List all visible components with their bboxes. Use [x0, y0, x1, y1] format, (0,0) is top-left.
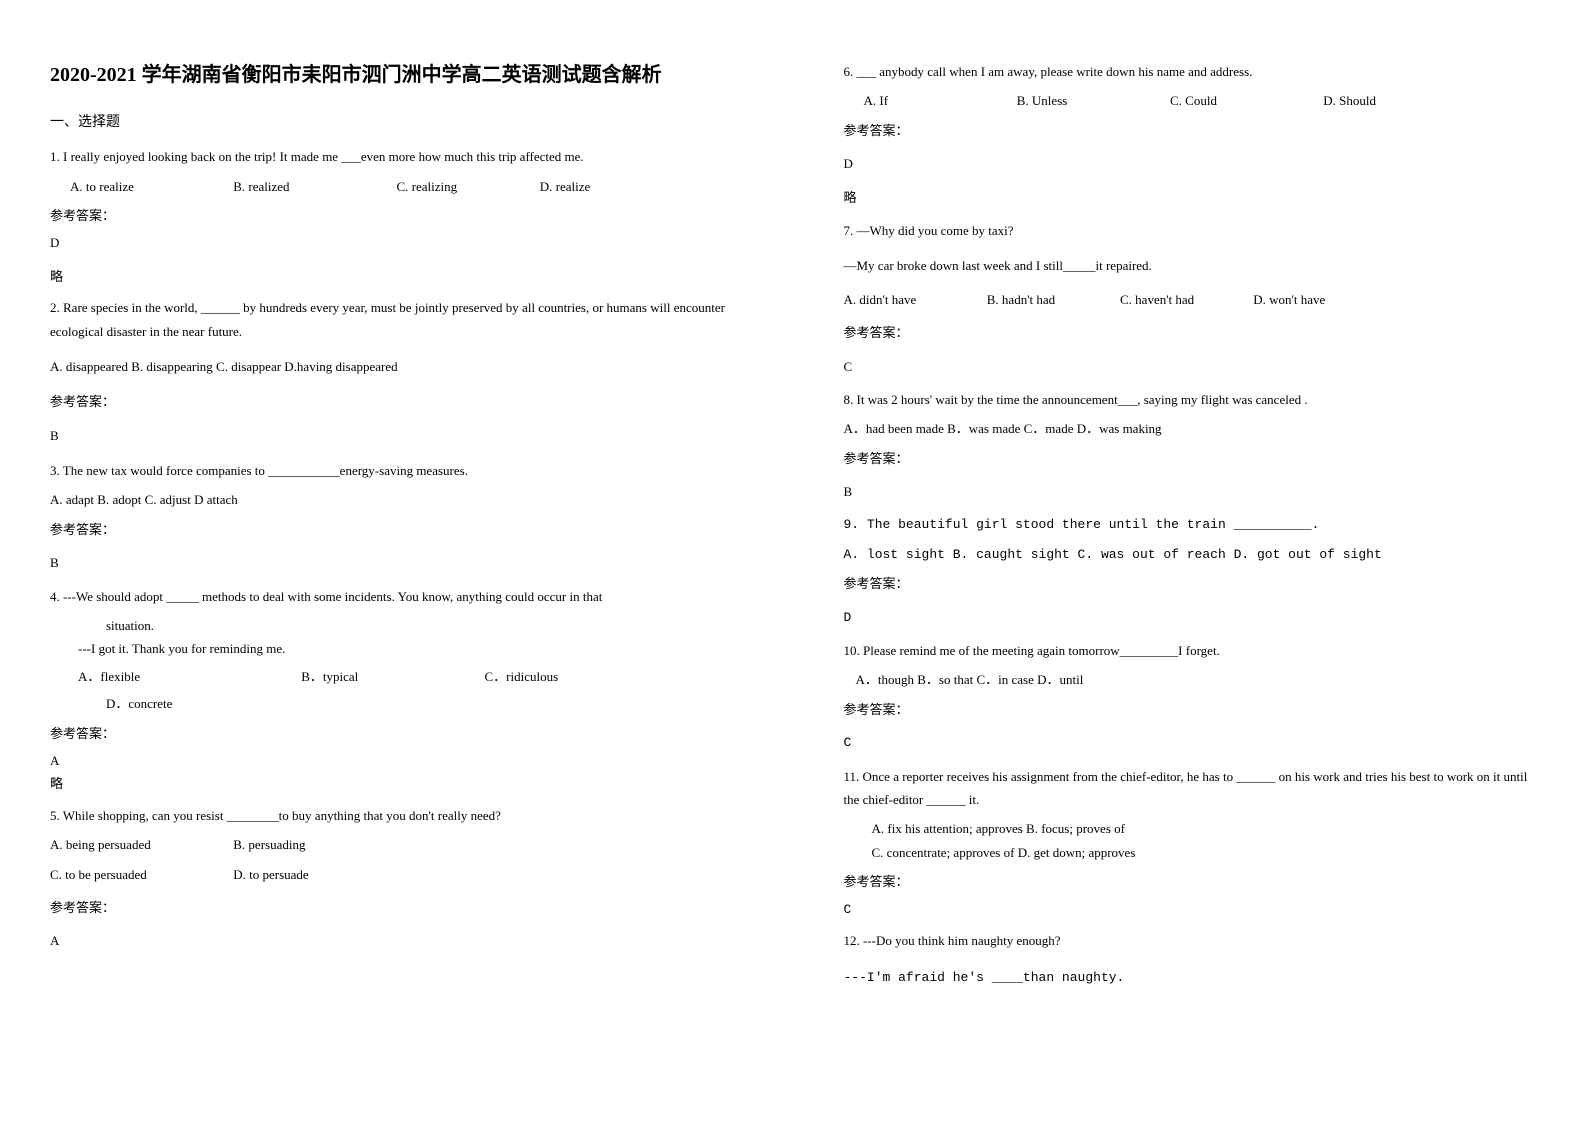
- q6-note: 略: [844, 186, 1538, 209]
- q3-answer: B: [50, 551, 744, 574]
- q1-optA: A. to realize: [70, 175, 230, 198]
- q6-optA: A. If: [864, 89, 1014, 112]
- section-header-1: 一、选择题: [50, 110, 744, 135]
- q9-options: A. lost sight B. caught sight C. was out…: [844, 543, 1538, 566]
- q8-text: 8. It was 2 hours' wait by the time the …: [844, 388, 1538, 411]
- q10-answer: C: [844, 731, 1538, 754]
- question-9: 9. The beautiful girl stood there until …: [844, 513, 1538, 629]
- q3-text: 3. The new tax would force companies to …: [50, 459, 744, 482]
- q4-text2: situation.: [106, 614, 744, 637]
- question-10: 10. Please remind me of the meeting agai…: [844, 639, 1538, 755]
- q1-options: A. to realize B. realized C. realizing D…: [50, 175, 744, 198]
- q4-answer-label: 参考答案：: [50, 722, 744, 745]
- q6-optC: C. Could: [1170, 89, 1320, 112]
- question-6: 6. ___ anybody call when I am away, plea…: [844, 60, 1538, 209]
- q11-text: 11. Once a reporter receives his assignm…: [844, 765, 1538, 812]
- question-3: 3. The new tax would force companies to …: [50, 459, 744, 575]
- q5-answer: A: [50, 929, 744, 952]
- q10-answer-label: 参考答案：: [844, 698, 1538, 721]
- document-title: 2020-2021 学年湖南省衡阳市耒阳市泗门洲中学高二英语测试题含解析: [50, 60, 744, 90]
- q7-optC: C. haven't had: [1120, 288, 1250, 311]
- q7-text: 7. —Why did you come by taxi?: [844, 219, 1538, 242]
- question-8: 8. It was 2 hours' wait by the time the …: [844, 388, 1538, 504]
- q4-answer: A: [50, 749, 744, 772]
- q6-text: 6. ___ anybody call when I am away, plea…: [844, 60, 1538, 83]
- q4-optA: A．flexible: [78, 665, 298, 688]
- q1-optC: C. realizing: [397, 175, 537, 198]
- q6-optB: B. Unless: [1017, 89, 1167, 112]
- q4-note: 略: [50, 772, 744, 795]
- q7-optB: B. hadn't had: [987, 288, 1117, 311]
- q11-opts1: A. fix his attention; approves B. focus;…: [872, 817, 1538, 840]
- q12-text: 12. ---Do you think him naughty enough?: [844, 929, 1538, 952]
- q2-text: 2. Rare species in the world, ______ by …: [50, 296, 744, 343]
- q6-answer-label: 参考答案：: [844, 119, 1538, 142]
- q5-optB: B. persuading: [233, 837, 305, 852]
- q8-options: A．had been made B．was made C．made D．was …: [844, 417, 1538, 440]
- q1-optD: D. realize: [540, 179, 591, 194]
- q8-answer: B: [844, 480, 1538, 503]
- q3-options: A. adapt B. adopt C. adjust D attach: [50, 488, 744, 511]
- q10-options: A．though B．so that C．in case D．until: [856, 668, 1538, 691]
- q11-opts2: C. concentrate; approves of D. get down;…: [872, 841, 1538, 864]
- q2-answer-label: 参考答案：: [50, 390, 744, 413]
- q5-text: 5. While shopping, can you resist ______…: [50, 804, 744, 827]
- q6-optD: D. Should: [1323, 93, 1376, 108]
- q12-text2: ---I'm afraid he's ____than naughty.: [844, 966, 1538, 989]
- left-column: 2020-2021 学年湖南省衡阳市耒阳市泗门洲中学高二英语测试题含解析 一、选…: [0, 0, 794, 1122]
- q11-answer: C: [844, 898, 1538, 921]
- q1-answer: D: [50, 231, 744, 254]
- q10-text: 10. Please remind me of the meeting agai…: [844, 639, 1538, 662]
- q4-text3: ---I got it. Thank you for reminding me.: [78, 637, 744, 660]
- q4-text: 4. ---We should adopt _____ methods to d…: [50, 585, 744, 608]
- q4-optB: B．typical: [301, 665, 481, 688]
- q9-text: 9. The beautiful girl stood there until …: [844, 513, 1538, 536]
- question-1: 1. I really enjoyed looking back on the …: [50, 145, 744, 288]
- question-5: 5. While shopping, can you resist ______…: [50, 804, 744, 953]
- q7-optD: D. won't have: [1253, 292, 1325, 307]
- q1-note: 略: [50, 265, 744, 288]
- q5-options-row2: C. to be persuaded D. to persuade: [50, 863, 744, 886]
- q3-answer-label: 参考答案：: [50, 518, 744, 541]
- q5-answer-label: 参考答案：: [50, 896, 744, 919]
- question-12: 12. ---Do you think him naughty enough? …: [844, 929, 1538, 990]
- right-column: 6. ___ anybody call when I am away, plea…: [794, 0, 1587, 1122]
- q1-text: 1. I really enjoyed looking back on the …: [50, 145, 744, 168]
- q7-text2: —My car broke down last week and I still…: [844, 254, 1538, 277]
- q4-optC: C．ridiculous: [485, 669, 559, 684]
- q5-options-row1: A. being persuaded B. persuading: [50, 833, 744, 856]
- q9-answer-label: 参考答案：: [844, 572, 1538, 595]
- q4-optD: D．concrete: [106, 692, 744, 715]
- q5-optD: D. to persuade: [233, 867, 308, 882]
- q11-answer-label: 参考答案：: [844, 870, 1538, 893]
- q7-answer-label: 参考答案：: [844, 321, 1538, 344]
- q5-optC: C. to be persuaded: [50, 863, 230, 886]
- q7-answer: C: [844, 355, 1538, 378]
- q2-answer: B: [50, 424, 744, 447]
- q1-optB: B. realized: [233, 175, 393, 198]
- question-7: 7. —Why did you come by taxi? —My car br…: [844, 219, 1538, 378]
- q7-options: A. didn't have B. hadn't had C. haven't …: [844, 288, 1538, 311]
- q5-optA: A. being persuaded: [50, 833, 230, 856]
- q6-answer: D: [844, 152, 1538, 175]
- q6-options: A. If B. Unless C. Could D. Should: [844, 89, 1538, 112]
- question-11: 11. Once a reporter receives his assignm…: [844, 765, 1538, 921]
- q2-options: A. disappeared B. disappearing C. disapp…: [50, 355, 744, 378]
- q4-options: A．flexible B．typical C．ridiculous: [50, 665, 744, 688]
- q1-answer-label: 参考答案：: [50, 204, 744, 227]
- question-4: 4. ---We should adopt _____ methods to d…: [50, 585, 744, 796]
- question-2: 2. Rare species in the world, ______ by …: [50, 296, 744, 447]
- q9-answer: D: [844, 606, 1538, 629]
- q7-optA: A. didn't have: [844, 288, 984, 311]
- q8-answer-label: 参考答案：: [844, 447, 1538, 470]
